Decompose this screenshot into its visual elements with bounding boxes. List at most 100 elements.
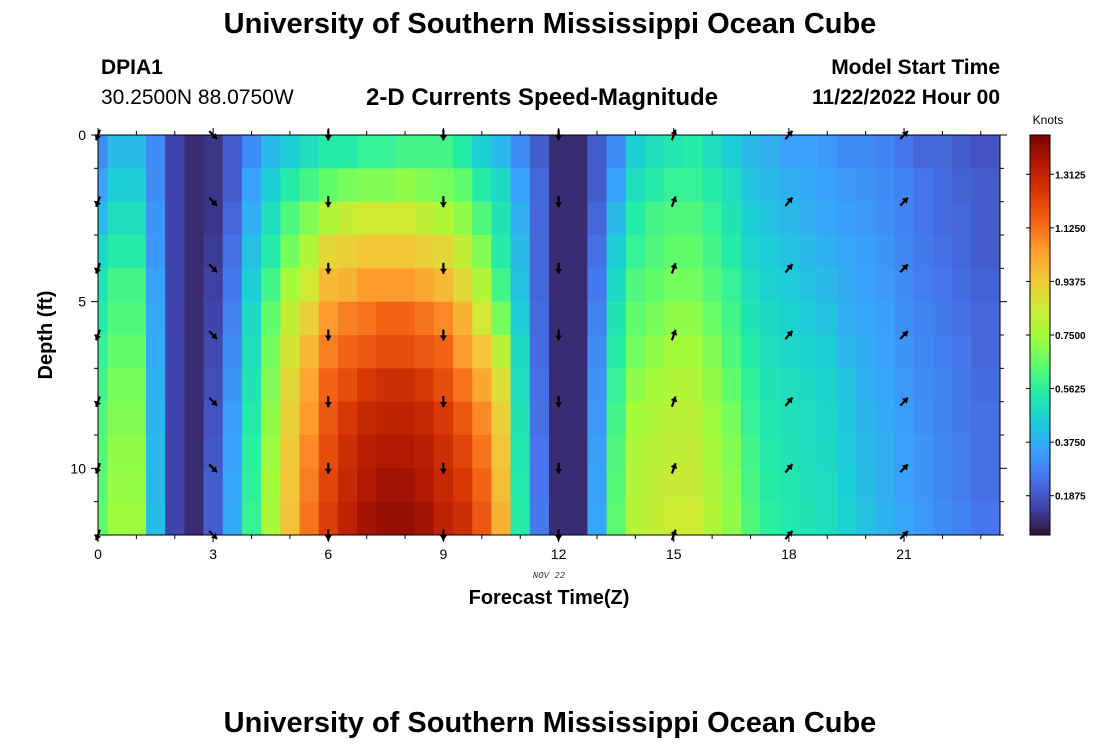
heatmap-cell <box>625 268 646 303</box>
heatmap-cell <box>913 368 934 403</box>
current-vector-arrow <box>324 262 332 274</box>
heatmap-cell <box>318 435 339 469</box>
heatmap-cell <box>510 268 531 303</box>
x-tick-label: 21 <box>896 546 912 562</box>
heatmap-cell <box>299 435 320 469</box>
heatmap-cell <box>644 401 665 436</box>
heatmap-cell <box>491 235 512 269</box>
colorbar-ticks: 0.1875 0.3750 0.5625 0.7500 0.9375 1.1250 1.31… <box>1026 170 1086 503</box>
heatmap-cell <box>414 168 435 203</box>
heatmap-cell <box>683 235 704 269</box>
heatmap-cell <box>952 335 972 369</box>
heatmap-cell <box>740 301 761 336</box>
heatmap-cell <box>165 501 185 536</box>
current-vector-arrow <box>784 463 794 474</box>
heatmap-cell <box>971 368 1001 403</box>
heatmap-cell <box>952 501 972 536</box>
heatmap-cell <box>491 468 512 503</box>
heatmap-cell <box>395 368 416 403</box>
heatmap-cell <box>817 268 838 303</box>
heatmap-cell <box>932 168 953 203</box>
heatmap-cell <box>433 301 454 336</box>
heatmap-cell <box>952 435 972 469</box>
heatmap-cell <box>664 335 684 369</box>
heatmap-cell <box>261 435 281 469</box>
heatmap-cell <box>740 335 761 369</box>
heatmap-cell <box>357 135 377 169</box>
heatmap-cell <box>971 335 1001 369</box>
heatmap-cell <box>894 401 915 436</box>
heatmap-cell <box>952 135 972 169</box>
colorbar-tick-label: 1.3125 <box>1055 170 1086 181</box>
heatmap-cell <box>318 201 339 236</box>
heatmap-cell <box>702 268 723 303</box>
heatmap-cell <box>568 268 588 303</box>
heatmap-cell <box>299 401 320 436</box>
heatmap-cell <box>203 235 224 269</box>
heatmap-cell <box>875 235 895 269</box>
heatmap-cell <box>145 135 166 169</box>
heatmap-cell <box>740 368 761 403</box>
heatmap-cell <box>184 301 205 336</box>
heatmap-cell <box>702 168 723 203</box>
heatmap-cell <box>568 435 588 469</box>
heatmap-cell <box>625 368 646 403</box>
heatmap-cell <box>337 368 358 403</box>
heatmap-cell <box>280 435 301 469</box>
heatmap-cell <box>952 201 972 236</box>
heatmap-cell <box>932 501 953 536</box>
heatmap-cell <box>280 268 301 303</box>
heatmap-cell <box>318 168 339 203</box>
heatmap-cell <box>376 268 396 303</box>
current-vector-arrow <box>439 462 447 474</box>
heatmap-cell <box>98 201 109 236</box>
heatmap-cell <box>529 168 550 203</box>
heatmap-cell <box>241 501 262 536</box>
heatmap-cell <box>472 335 492 369</box>
heatmap-cell <box>644 235 665 269</box>
heatmap-cell <box>587 301 608 336</box>
heatmap-cell <box>664 301 684 336</box>
heatmap-cell <box>184 235 205 269</box>
heatmap-cell <box>798 501 819 536</box>
heatmap-cell <box>376 468 396 503</box>
heatmap-cell <box>107 268 128 303</box>
heatmap-cell <box>683 268 704 303</box>
current-vector-arrow <box>208 397 218 407</box>
current-vector-arrow <box>555 462 563 474</box>
heatmap-cell <box>683 401 704 436</box>
heatmap-cell <box>932 435 953 469</box>
current-vector-arrow <box>784 263 794 274</box>
heatmap-cell <box>568 368 588 403</box>
heatmap-cell <box>817 168 838 203</box>
heatmap-cell <box>702 301 723 336</box>
heatmap-cell <box>357 201 377 236</box>
heatmap-cell <box>376 335 396 369</box>
heatmap-cell <box>472 435 492 469</box>
heatmap-cell <box>568 201 588 236</box>
heatmap-cell <box>606 168 627 203</box>
date-label: NOV 22 <box>533 571 566 581</box>
heatmap-cell <box>261 401 281 436</box>
heatmap-cell <box>222 435 243 469</box>
heatmap-cell <box>683 135 704 169</box>
heatmap-cell <box>836 235 857 269</box>
x-tick-label: 12 <box>551 546 567 562</box>
current-vector-arrow <box>670 462 678 474</box>
heatmap-cell <box>836 168 857 203</box>
heatmap-cell <box>740 135 761 169</box>
heatmap-cell <box>280 368 301 403</box>
current-vector-arrow <box>670 262 678 274</box>
heatmap-cell <box>203 435 224 469</box>
heatmap-cell <box>357 268 377 303</box>
heatmap-cell <box>414 435 435 469</box>
colorbar-tick-label: 0.1875 <box>1055 492 1086 503</box>
heatmap-cell <box>184 268 205 303</box>
heatmap-cell <box>433 368 454 403</box>
heatmap-cell <box>395 335 416 369</box>
heatmap-cell <box>184 401 205 436</box>
heatmap-cell <box>145 435 166 469</box>
heatmap-cell <box>453 201 473 236</box>
heatmap-cell <box>683 201 704 236</box>
heatmap-cell <box>98 235 109 269</box>
